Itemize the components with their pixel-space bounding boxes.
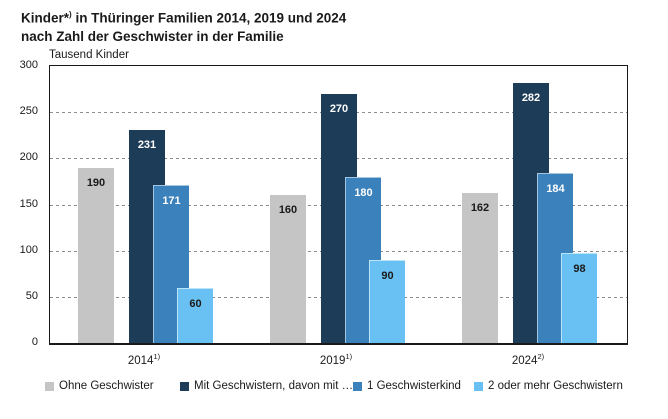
x-axis-label: 20141) [128,352,160,367]
bar-value-label: 270 [329,102,349,115]
x-axis-footnote-marker: 1) [345,352,353,361]
bar-value-label: 184 [546,183,565,196]
legend-item: 2 oder mehr Geschwistern [474,380,623,392]
bar-value-label: 90 [381,269,394,282]
y-axis-tick-label: 300 [19,59,38,71]
legend-label: Mit Geschwistern, davon mit … [194,380,354,392]
plot-area: 190 160 162 231 270 282 171 180 184 60 90 98 [49,65,628,345]
bar-2014-series0: 190 [78,167,114,343]
legend-label: 1 Geschwisterkind [367,380,461,392]
title-footnote-marker: ) [69,10,72,19]
bar-value-label: 190 [86,176,106,189]
legend-item: Mit Geschwistern, davon mit … [180,380,353,392]
legend-swatch [474,381,483,391]
bar-value-label: 231 [137,138,157,151]
legend-swatch [180,381,189,391]
chart-title-line1: Kinder*) in Thüringer Familien 2014, 201… [21,6,346,28]
bar-2024-series0: 162 [462,193,498,343]
legend-swatch [353,381,362,391]
x-axis-footnote-marker: 2) [537,352,545,361]
x-axis-label: 20242) [512,352,544,367]
bar-2014-series3: 60 [177,287,213,343]
title-text-rest: in Thüringer Familien 2014, 2019 und 202… [71,10,347,26]
bar-value-label: 60 [189,297,202,310]
legend-label: 2 oder mehr Geschwistern [488,380,623,392]
legend-item: Ohne Geschwister [45,380,154,392]
y-axis-tick-label: 150 [19,197,38,210]
bar-value-label: 162 [470,202,490,215]
legend-label: Ohne Geschwister [59,380,154,392]
bar-value-label: 180 [354,186,373,199]
bar-2024-series3: 98 [561,252,597,343]
y-axis-tick-label: 50 [25,289,38,302]
bar-2019-series3: 90 [369,259,405,343]
x-axis-year: 2019 [319,354,346,367]
y-axis-tick-label: 250 [19,105,38,118]
bar-value-label: 98 [573,262,586,275]
x-axis-year: 2014 [127,354,154,367]
legend-item: 1 Geschwisterkind [353,380,461,392]
legend-swatch [45,381,54,391]
chart-title-line2: nach Zahl der Geschwister in der Familie [21,28,284,44]
y-axis-tick-label: 200 [19,151,38,164]
title-text: Kinder* [21,10,70,26]
bar-2019-series0: 160 [270,195,306,343]
bar-value-label: 160 [278,204,298,217]
chart-title: Kinder*) in Thüringer Familien 2014, 201… [21,6,346,46]
y-axis-tick-label: 0 [31,336,38,348]
y-axis-unit-label: Tausend Kinder [49,49,129,61]
x-axis-footnote-marker: 1) [153,352,161,361]
bar-value-label: 282 [521,91,541,104]
x-axis-year: 2024 [511,354,538,367]
y-axis-tick-label: 100 [19,243,38,256]
x-axis-label: 20191) [320,352,352,367]
bar-value-label: 171 [162,195,181,208]
